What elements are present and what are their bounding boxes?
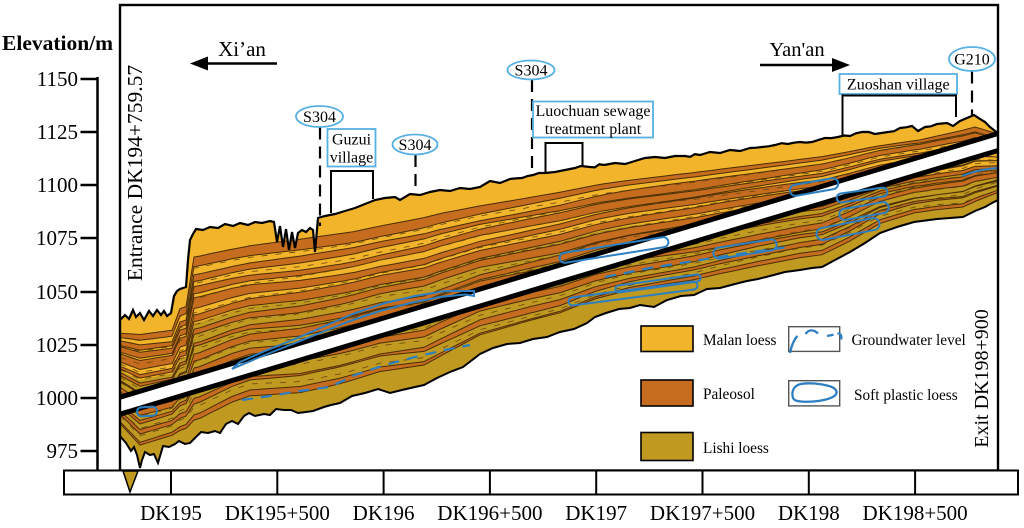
svg-text:Malan loess: Malan loess	[703, 332, 777, 349]
svg-text:Xi’an: Xi’an	[218, 37, 266, 61]
svg-text:Zuoshan village: Zuoshan village	[847, 77, 950, 94]
svg-text:DK197+500: DK197+500	[650, 501, 755, 523]
svg-text:Entrance DK194+759.57: Entrance DK194+759.57	[123, 65, 147, 282]
svg-text:DK198: DK198	[778, 501, 840, 523]
svg-text:975: 975	[47, 439, 79, 463]
svg-text:1100: 1100	[37, 173, 78, 197]
svg-text:DK196: DK196	[353, 501, 415, 523]
svg-text:1025: 1025	[36, 333, 78, 357]
svg-text:S304: S304	[303, 109, 336, 126]
svg-text:treatment plant: treatment plant	[545, 121, 642, 138]
svg-text:Soft plastic loess: Soft plastic loess	[854, 387, 958, 404]
svg-text:village: village	[330, 149, 374, 166]
svg-text:S304: S304	[515, 63, 548, 80]
svg-text:DK198+500: DK198+500	[863, 501, 968, 523]
svg-text:Exit DK198+900: Exit DK198+900	[971, 309, 993, 448]
svg-text:Guzui: Guzui	[332, 131, 372, 148]
svg-text:G210: G210	[954, 52, 990, 69]
svg-text:Yan'an: Yan'an	[769, 39, 824, 61]
svg-text:1125: 1125	[37, 120, 78, 144]
svg-text:DK195: DK195	[140, 501, 202, 523]
svg-text:Groundwater level: Groundwater level	[852, 332, 966, 349]
svg-text:Elevation/m: Elevation/m	[2, 31, 113, 55]
svg-text:DK197: DK197	[565, 501, 627, 523]
svg-text:1150: 1150	[37, 67, 78, 91]
svg-text:DK195+500: DK195+500	[225, 501, 330, 523]
svg-text:1050: 1050	[36, 280, 78, 304]
svg-text:DK196+500: DK196+500	[437, 501, 542, 523]
svg-text:S304: S304	[399, 137, 432, 154]
svg-text:Lishi loess: Lishi loess	[703, 440, 769, 457]
svg-text:1075: 1075	[36, 226, 78, 250]
svg-text:Luochuan sewage: Luochuan sewage	[535, 103, 650, 120]
svg-text:Paleosol: Paleosol	[703, 386, 755, 403]
svg-text:1000: 1000	[36, 386, 78, 410]
